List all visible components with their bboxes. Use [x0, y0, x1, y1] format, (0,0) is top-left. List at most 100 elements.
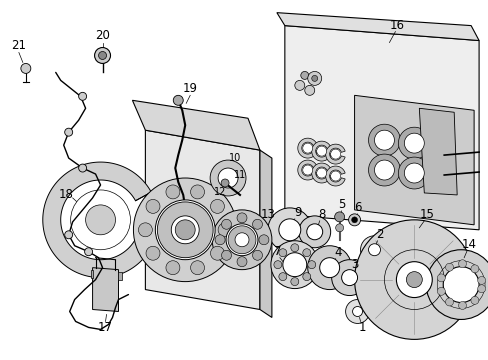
- Circle shape: [458, 301, 466, 310]
- Text: 3: 3: [350, 258, 358, 271]
- Text: 10: 10: [228, 153, 241, 163]
- Circle shape: [368, 244, 380, 256]
- Polygon shape: [325, 144, 345, 164]
- Circle shape: [252, 219, 262, 229]
- Circle shape: [445, 298, 452, 306]
- Polygon shape: [92, 268, 118, 311]
- Circle shape: [316, 146, 326, 156]
- Circle shape: [210, 160, 245, 196]
- Polygon shape: [42, 162, 151, 278]
- Circle shape: [175, 220, 195, 240]
- Circle shape: [21, 63, 31, 73]
- Circle shape: [436, 274, 445, 282]
- Circle shape: [85, 205, 115, 235]
- Polygon shape: [325, 166, 345, 186]
- Circle shape: [259, 235, 268, 245]
- Circle shape: [99, 51, 106, 59]
- Circle shape: [368, 124, 400, 156]
- Circle shape: [278, 273, 286, 281]
- Circle shape: [398, 157, 429, 189]
- Circle shape: [146, 199, 160, 213]
- Circle shape: [426, 250, 488, 319]
- Circle shape: [79, 92, 86, 100]
- Circle shape: [237, 213, 246, 223]
- Circle shape: [477, 276, 485, 284]
- Circle shape: [398, 127, 429, 159]
- Text: 2: 2: [375, 228, 383, 241]
- Circle shape: [477, 285, 485, 293]
- Text: 12: 12: [213, 187, 226, 197]
- Circle shape: [470, 265, 478, 273]
- Circle shape: [316, 168, 326, 178]
- Circle shape: [404, 163, 424, 183]
- Text: 8: 8: [317, 208, 325, 221]
- Circle shape: [227, 226, 255, 254]
- Circle shape: [294, 80, 304, 90]
- Circle shape: [304, 85, 314, 95]
- Circle shape: [221, 250, 231, 260]
- Circle shape: [404, 133, 424, 153]
- Circle shape: [282, 253, 306, 276]
- Circle shape: [165, 261, 180, 275]
- Circle shape: [273, 261, 281, 269]
- Polygon shape: [145, 130, 260, 310]
- Polygon shape: [118, 272, 122, 280]
- Circle shape: [212, 210, 271, 270]
- Circle shape: [218, 168, 238, 188]
- Circle shape: [306, 224, 322, 240]
- Circle shape: [302, 249, 310, 257]
- Circle shape: [270, 241, 318, 289]
- Circle shape: [71, 190, 130, 250]
- Polygon shape: [276, 13, 478, 41]
- Circle shape: [155, 200, 215, 260]
- Circle shape: [307, 261, 315, 269]
- Circle shape: [354, 220, 473, 339]
- Circle shape: [221, 219, 231, 229]
- Circle shape: [351, 217, 357, 223]
- Circle shape: [290, 278, 298, 285]
- Circle shape: [458, 260, 466, 268]
- Text: 11: 11: [233, 170, 245, 180]
- Circle shape: [335, 224, 343, 232]
- Circle shape: [278, 219, 300, 241]
- Circle shape: [331, 260, 367, 296]
- Text: 9: 9: [293, 206, 301, 219]
- Circle shape: [341, 270, 357, 285]
- Text: 5: 5: [337, 198, 345, 211]
- Circle shape: [157, 202, 213, 258]
- Polygon shape: [297, 138, 317, 158]
- Text: 4: 4: [333, 246, 341, 259]
- Circle shape: [374, 160, 394, 180]
- Circle shape: [215, 235, 224, 245]
- Circle shape: [307, 246, 351, 289]
- Circle shape: [173, 95, 183, 105]
- Text: 15: 15: [419, 208, 434, 221]
- Circle shape: [290, 244, 298, 252]
- Circle shape: [334, 212, 344, 222]
- Polygon shape: [260, 150, 271, 318]
- Text: 19: 19: [183, 82, 197, 95]
- Circle shape: [330, 171, 340, 181]
- Text: 21: 21: [11, 39, 26, 52]
- Text: 6: 6: [353, 201, 361, 215]
- Circle shape: [298, 216, 330, 248]
- Text: 17: 17: [98, 321, 113, 334]
- Circle shape: [368, 154, 400, 186]
- Circle shape: [470, 296, 478, 304]
- Circle shape: [307, 71, 321, 85]
- Polygon shape: [285, 26, 478, 230]
- Circle shape: [79, 164, 86, 172]
- Text: 13: 13: [260, 208, 275, 221]
- Circle shape: [360, 236, 387, 264]
- Circle shape: [311, 75, 317, 81]
- Circle shape: [319, 258, 339, 278]
- Text: 1: 1: [358, 321, 366, 334]
- Circle shape: [146, 246, 160, 260]
- Circle shape: [330, 149, 340, 159]
- Circle shape: [225, 224, 258, 256]
- Circle shape: [210, 199, 224, 213]
- Circle shape: [218, 223, 232, 237]
- Circle shape: [374, 130, 394, 150]
- Circle shape: [302, 143, 312, 153]
- Circle shape: [445, 263, 452, 271]
